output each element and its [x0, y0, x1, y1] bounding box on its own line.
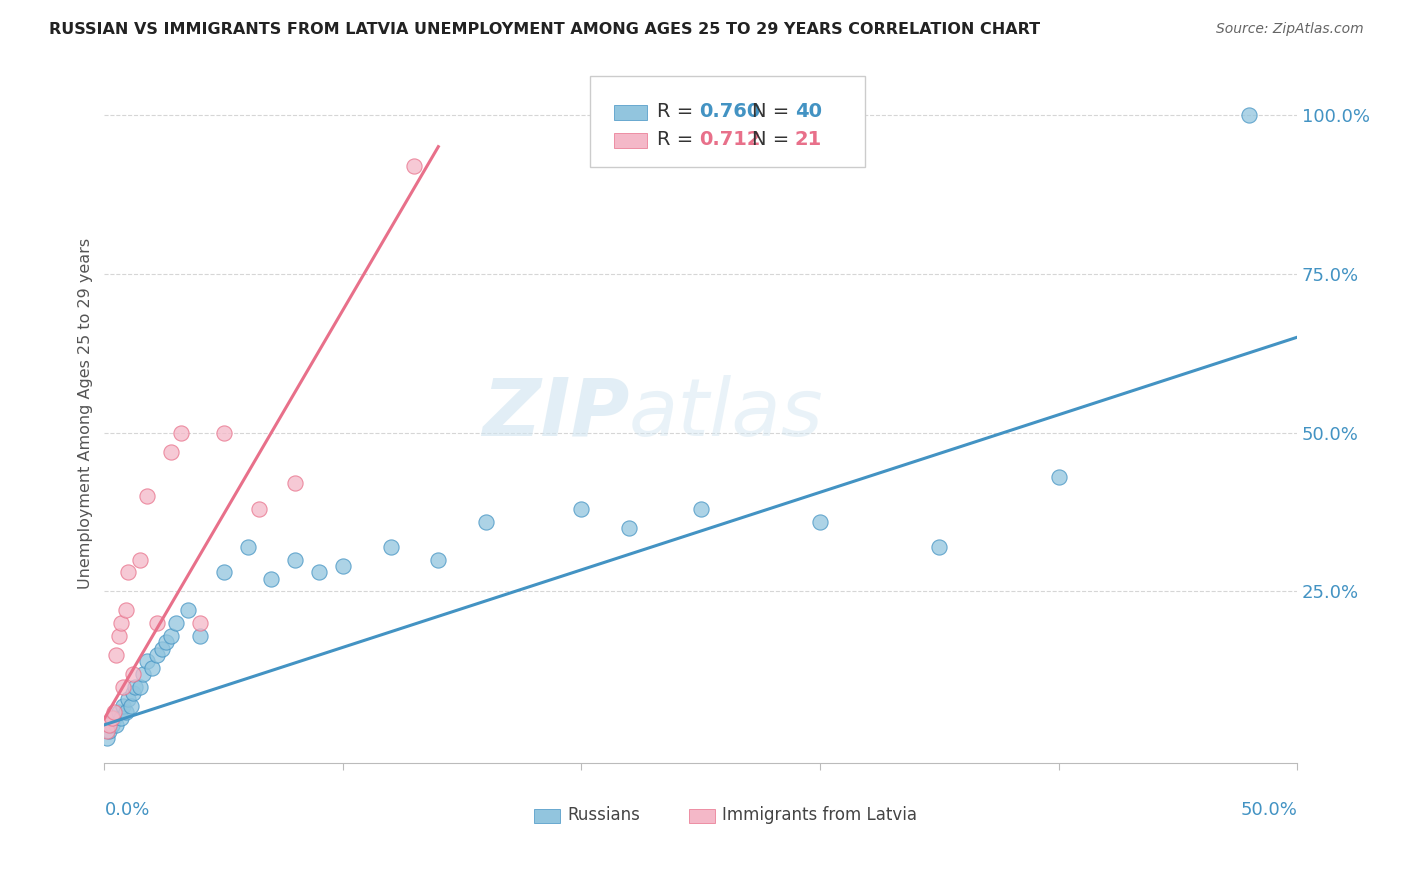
Point — [129, 552, 152, 566]
Text: N =: N = — [752, 102, 796, 121]
FancyBboxPatch shape — [689, 809, 716, 823]
Point — [165, 616, 187, 631]
Point — [260, 572, 283, 586]
Point — [188, 629, 211, 643]
Point — [110, 711, 132, 725]
Point — [236, 540, 259, 554]
Point — [475, 515, 498, 529]
Point — [380, 540, 402, 554]
Point — [308, 566, 330, 580]
Point — [110, 616, 132, 631]
Point — [150, 641, 173, 656]
Point — [249, 501, 271, 516]
Text: 21: 21 — [794, 130, 823, 149]
Point — [571, 501, 593, 516]
Point — [160, 444, 183, 458]
Point — [155, 635, 177, 649]
Point — [617, 521, 640, 535]
Text: 40: 40 — [794, 102, 823, 121]
FancyBboxPatch shape — [613, 104, 647, 120]
Point — [188, 616, 211, 631]
Point — [1239, 108, 1261, 122]
Point — [136, 654, 159, 668]
Text: ZIP: ZIP — [482, 375, 628, 452]
Text: 0.0%: 0.0% — [104, 801, 150, 820]
Text: Russians: Russians — [567, 806, 640, 824]
Point — [129, 680, 152, 694]
Point — [100, 718, 122, 732]
Point — [96, 731, 118, 745]
Text: 0.760: 0.760 — [700, 102, 761, 121]
Point — [117, 566, 139, 580]
Point — [115, 705, 138, 719]
Point — [427, 552, 450, 566]
Text: R =: R = — [657, 130, 699, 149]
Point — [131, 667, 153, 681]
Point — [115, 603, 138, 617]
Point — [124, 680, 146, 694]
Point — [146, 648, 169, 662]
FancyBboxPatch shape — [589, 76, 865, 168]
Text: 0.712: 0.712 — [700, 130, 761, 149]
Point — [689, 501, 711, 516]
Point — [141, 660, 163, 674]
Point — [112, 698, 135, 713]
FancyBboxPatch shape — [534, 809, 560, 823]
Point — [1047, 470, 1070, 484]
Point — [122, 667, 145, 681]
Point — [96, 724, 118, 739]
Point — [117, 692, 139, 706]
Point — [284, 552, 307, 566]
Point — [107, 705, 129, 719]
Point — [284, 476, 307, 491]
Point — [177, 603, 200, 617]
Point — [170, 425, 193, 440]
Point — [120, 698, 142, 713]
Text: Immigrants from Latvia: Immigrants from Latvia — [723, 806, 917, 824]
Point — [103, 711, 125, 725]
Point — [146, 616, 169, 631]
Point — [98, 718, 121, 732]
Text: 50.0%: 50.0% — [1240, 801, 1298, 820]
Point — [160, 629, 183, 643]
Point — [136, 489, 159, 503]
Point — [928, 540, 950, 554]
FancyBboxPatch shape — [613, 133, 647, 148]
Point — [404, 159, 426, 173]
Point — [332, 559, 354, 574]
Point — [103, 705, 125, 719]
Point — [212, 425, 235, 440]
Point — [98, 724, 121, 739]
Point — [105, 718, 128, 732]
Point — [808, 515, 831, 529]
Point — [105, 648, 128, 662]
Point — [112, 680, 135, 694]
Text: N =: N = — [752, 130, 796, 149]
Text: R =: R = — [657, 102, 699, 121]
Text: RUSSIAN VS IMMIGRANTS FROM LATVIA UNEMPLOYMENT AMONG AGES 25 TO 29 YEARS CORRELA: RUSSIAN VS IMMIGRANTS FROM LATVIA UNEMPL… — [49, 22, 1040, 37]
Text: atlas: atlas — [628, 375, 824, 452]
Point — [122, 686, 145, 700]
Text: Source: ZipAtlas.com: Source: ZipAtlas.com — [1216, 22, 1364, 37]
Y-axis label: Unemployment Among Ages 25 to 29 years: Unemployment Among Ages 25 to 29 years — [79, 238, 93, 589]
Point — [100, 711, 122, 725]
Point — [107, 629, 129, 643]
Point — [212, 566, 235, 580]
